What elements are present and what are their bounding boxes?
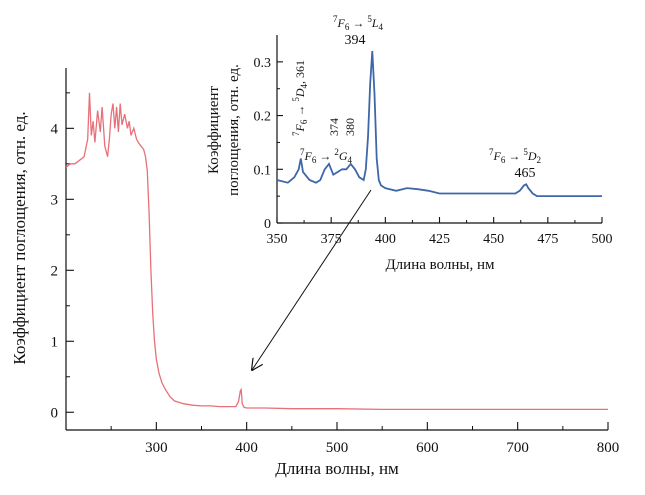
x-tick-label: 350 xyxy=(267,232,288,247)
y-tick-label: 0.2 xyxy=(254,110,272,125)
zoom-arrow xyxy=(252,189,372,370)
inset-y-axis-title-line2: поглощения, отн. ед. xyxy=(226,64,242,196)
inset-y-ticks: 0 0.1 0.2 0.3 xyxy=(254,56,283,232)
main-x-ticks: 300 400 500 600 700 800 xyxy=(65,422,620,456)
x-tick-label: 500 xyxy=(592,232,613,247)
x-tick-label: 425 xyxy=(429,232,450,247)
x-tick-label: 475 xyxy=(537,232,558,247)
x-tick-label: 300 xyxy=(145,440,168,456)
x-tick-label: 500 xyxy=(326,440,349,456)
annotation-7f6-2g4: 7F6 → 2G4 374 380 xyxy=(300,118,357,165)
inset-x-axis-title: Длина волны, нм xyxy=(385,257,495,273)
y-tick-label: 0 xyxy=(51,405,59,421)
y-tick-label: 1 xyxy=(51,334,59,350)
inset-y-axis-title-line1: Коэффициент xyxy=(206,86,222,174)
main-plot: 300 400 500 600 700 800 0 1 2 3 4 Длина волны, нм… xyxy=(10,68,619,478)
y-tick-label: 0 xyxy=(264,217,271,232)
inset-plot: 350 375 400 425 450 475 500 0 0.1 0.2 0.3 Длина в… xyxy=(206,14,613,273)
inset-spectrum-line xyxy=(276,51,602,197)
main-y-axis-title: Коэффициент поглощения, отн. ед. xyxy=(10,111,29,364)
y-tick-label: 3 xyxy=(51,192,59,208)
peak-value-380: 380 xyxy=(343,118,357,136)
x-tick-label: 400 xyxy=(375,232,396,247)
main-spectrum-line xyxy=(65,92,608,411)
peak-value-465: 465 xyxy=(515,166,536,181)
transition-label: 7F6 → 5D4, 361 xyxy=(291,60,309,136)
peak-value-394: 394 xyxy=(345,33,366,48)
y-tick-label: 0.1 xyxy=(254,163,272,178)
y-tick-label: 4 xyxy=(51,121,59,137)
x-tick-label: 800 xyxy=(597,440,620,456)
x-tick-label: 700 xyxy=(506,440,529,456)
peak-value-374: 374 xyxy=(327,118,341,136)
x-tick-label: 400 xyxy=(235,440,258,456)
main-y-ticks: 0 1 2 3 4 xyxy=(51,92,74,421)
main-x-axis-title: Длина волны, нм xyxy=(275,459,399,478)
y-tick-label: 0.3 xyxy=(254,56,272,71)
annotation-7f6-5d4: 7F6 → 5D4, 361 xyxy=(291,60,309,136)
inset-x-ticks: 350 375 400 425 450 475 500 xyxy=(267,217,613,247)
transition-label: 7F6 → 5L4 xyxy=(333,14,384,32)
transition-label: 7F6 → 2G4 xyxy=(300,147,353,165)
transition-label: 7F6 → 5D2 xyxy=(489,147,541,165)
y-tick-label: 2 xyxy=(51,263,59,279)
x-tick-label: 375 xyxy=(321,232,342,247)
x-tick-label: 600 xyxy=(416,440,439,456)
x-tick-label: 450 xyxy=(483,232,504,247)
